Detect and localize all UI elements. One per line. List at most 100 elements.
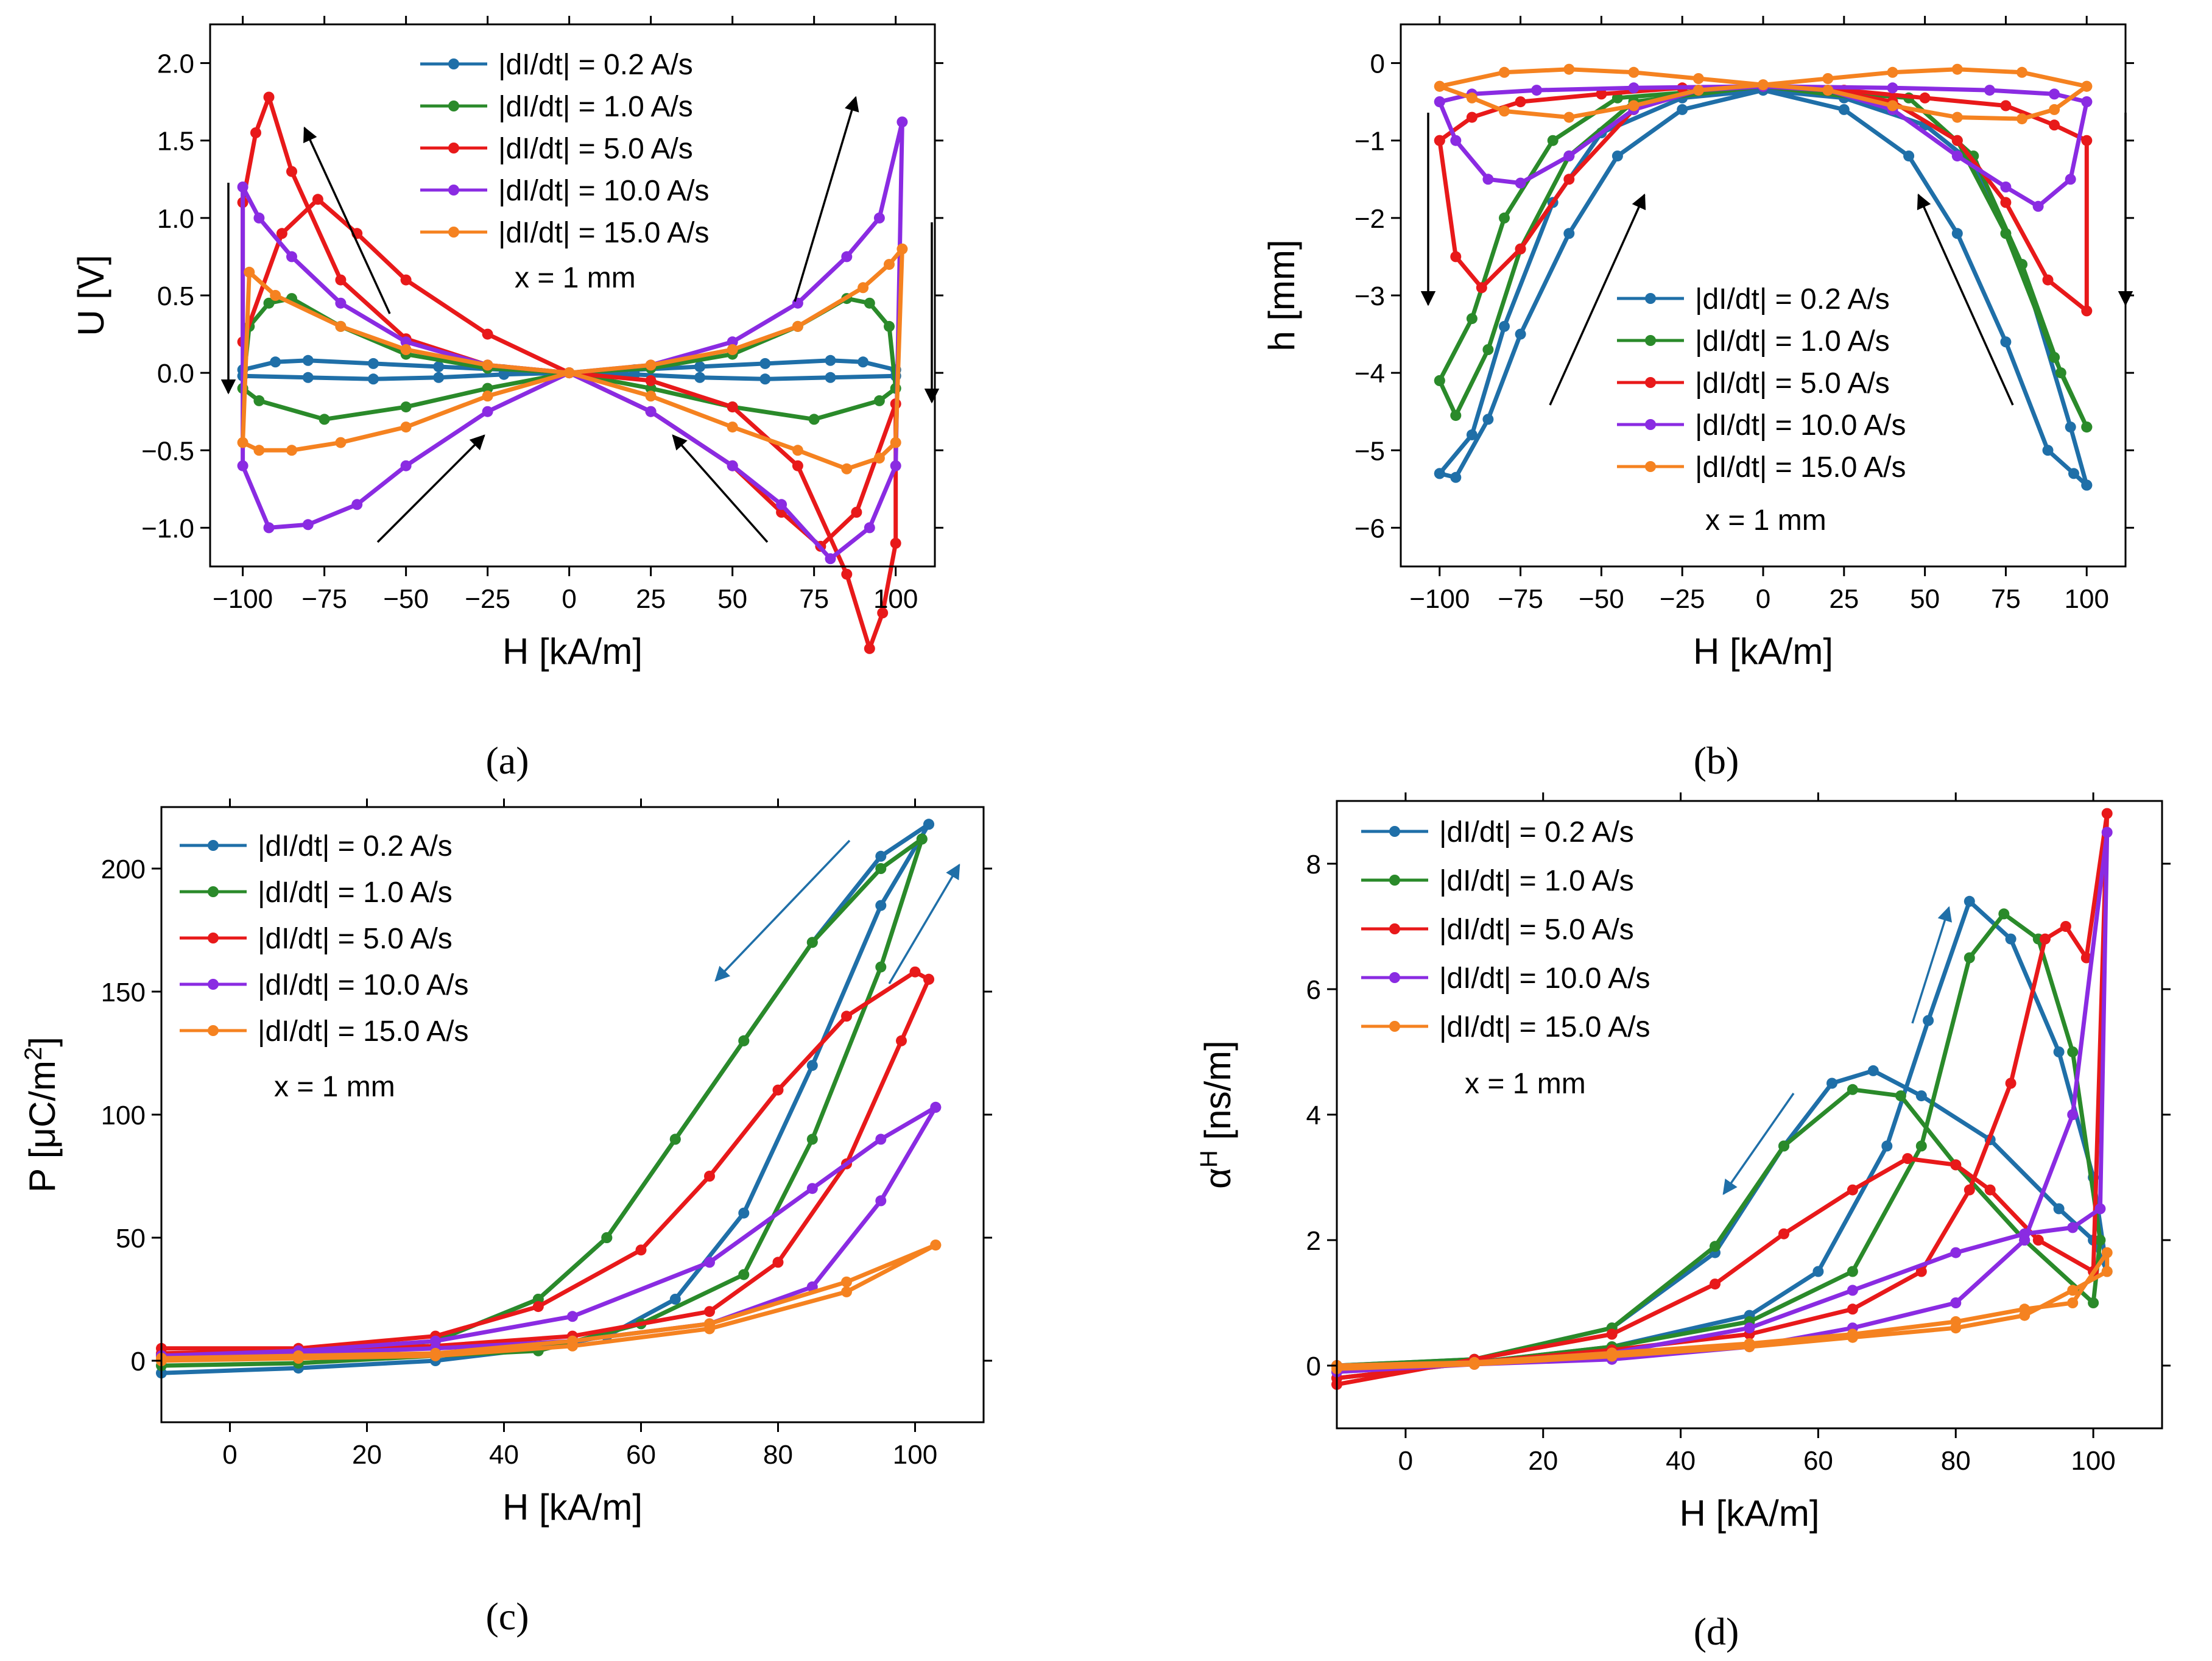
data-point-4-6	[645, 390, 657, 402]
data-point-1-3	[1710, 1241, 1721, 1252]
x-tick-label: −50	[383, 584, 429, 614]
data-point-4-23	[253, 445, 265, 456]
data-point-2-7	[1950, 1159, 1962, 1171]
data-point-1-13	[864, 297, 875, 309]
data-point-2-3	[532, 1301, 544, 1313]
data-point-3-10	[1951, 150, 1963, 162]
data-point-3-25	[237, 460, 248, 471]
y-tick-label: −5	[1354, 436, 1385, 466]
legend: |dI/dt| = 0.2 A/s |dI/dt| = 1.0 A/s |dI/dt…	[180, 830, 469, 1048]
legend: |dI/dt| = 0.2 A/s |dI/dt| = 1.0 A/s |dI/dt…	[420, 49, 710, 249]
x-axis-title: H [kA/m]	[502, 631, 643, 672]
legend-marker	[448, 143, 459, 153]
y-tick-label: 1.0	[157, 204, 194, 234]
data-point-2-11	[896, 1035, 907, 1046]
data-point-4-5	[841, 1276, 852, 1288]
data-point-4-10	[2067, 1285, 2079, 1296]
data-point-2-14	[704, 1306, 715, 1317]
data-point-0-2	[1482, 414, 1494, 425]
data-point-0-14	[669, 1294, 681, 1305]
y-axis-title-sup: H	[1196, 1150, 1222, 1168]
legend-marker	[448, 58, 459, 69]
legend-marker	[1645, 419, 1656, 430]
data-point-2-11	[2101, 808, 2113, 819]
data-point-2-12	[2042, 274, 2054, 286]
series-line-3	[159, 1105, 938, 1358]
data-point-1-4	[1778, 1140, 1789, 1152]
data-point-2-4	[1778, 1228, 1789, 1240]
data-point-4-0	[244, 266, 255, 278]
data-point-4-11	[2019, 1310, 2031, 1321]
data-point-3-20	[1628, 82, 1640, 94]
x-tick-label: 40	[1666, 1446, 1696, 1476]
x-tick-label: 0	[222, 1440, 237, 1470]
data-point-2-3	[1710, 1278, 1721, 1290]
data-point-0-12	[806, 1060, 818, 1071]
data-point-2-25	[312, 194, 323, 205]
data-point-1-12	[806, 1134, 818, 1145]
x-tick-label: 40	[489, 1440, 519, 1470]
data-point-0-3	[1515, 328, 1526, 340]
data-point-1-6	[1895, 1090, 1906, 1102]
data-point-0-8	[694, 372, 706, 383]
data-point-1-14	[1964, 952, 1975, 964]
x-tick-label: 0	[562, 584, 576, 614]
legend-marker	[208, 979, 219, 990]
data-point-3-21	[1531, 85, 1543, 96]
legend-marker	[1645, 293, 1656, 304]
data-point-0-4	[1563, 228, 1575, 239]
direction-arrow	[376, 434, 485, 543]
data-point-2-24	[1434, 135, 1445, 146]
data-point-1-12	[2081, 421, 2093, 433]
data-point-3-9	[2101, 827, 2113, 838]
legend-marker	[1389, 1021, 1400, 1032]
annotation-x: x = 1 mm	[1705, 504, 1826, 537]
legend-marker	[208, 1025, 219, 1036]
x-tick-label: 100	[2065, 584, 2109, 614]
data-point-1-15	[1915, 1140, 1927, 1152]
legend-entry: |dI/dt| = 10.0 A/s	[258, 969, 469, 1001]
data-point-0-4	[433, 361, 445, 372]
data-point-4-4	[1628, 100, 1640, 111]
data-point-1-10	[2049, 351, 2060, 363]
data-point-4-16	[727, 344, 738, 355]
data-point-0-18	[1951, 228, 1963, 239]
x-tick-label: 75	[1991, 584, 2021, 614]
y-tick-label: 8	[1306, 850, 1321, 880]
panel-label: (b)	[1694, 739, 1739, 782]
data-point-4-13	[2049, 104, 2060, 115]
data-point-3-9	[875, 1195, 887, 1207]
data-point-1-19	[482, 383, 493, 394]
data-point-4-19	[482, 390, 493, 402]
data-point-2-16	[864, 643, 875, 654]
data-point-3-13	[896, 116, 908, 128]
data-point-0-13	[738, 1207, 750, 1219]
y-tick-label: −4	[1354, 359, 1385, 389]
y-tick-label: 1.5	[157, 127, 194, 157]
data-point-2-22	[1515, 96, 1526, 108]
annotation-x: x = 1 mm	[274, 1071, 395, 1103]
data-point-1-11	[2067, 1046, 2079, 1057]
direction-arrow	[1917, 193, 2014, 406]
legend-entry: |dI/dt| = 0.2 A/s	[258, 830, 453, 862]
data-point-2-5	[704, 1171, 715, 1182]
data-point-1-14	[2017, 259, 2027, 270]
direction-arrow	[672, 434, 769, 543]
y-tick-label: 0	[1370, 49, 1385, 79]
data-point-2-18	[1847, 1303, 1858, 1315]
x-axis-title: H [kA/m]	[1679, 1493, 1819, 1534]
data-point-2-9	[2032, 1235, 2044, 1246]
legend-entry: |dI/dt| = 1.0 A/s	[1439, 865, 1634, 897]
y-tick-label: 2	[1306, 1226, 1321, 1256]
data-point-3-5	[806, 1183, 818, 1194]
data-point-3-0	[237, 182, 248, 192]
data-point-0-11	[875, 900, 887, 911]
series-4	[1331, 1247, 2113, 1375]
x-axis-title: H [kA/m]	[502, 1487, 643, 1528]
data-point-0-26	[1466, 429, 1478, 440]
data-point-4-8	[2101, 1247, 2113, 1258]
data-point-0-19	[498, 369, 510, 380]
data-point-4-13	[884, 259, 895, 270]
data-point-0-6	[1867, 1065, 1879, 1076]
data-point-2-8	[1984, 1184, 1996, 1196]
